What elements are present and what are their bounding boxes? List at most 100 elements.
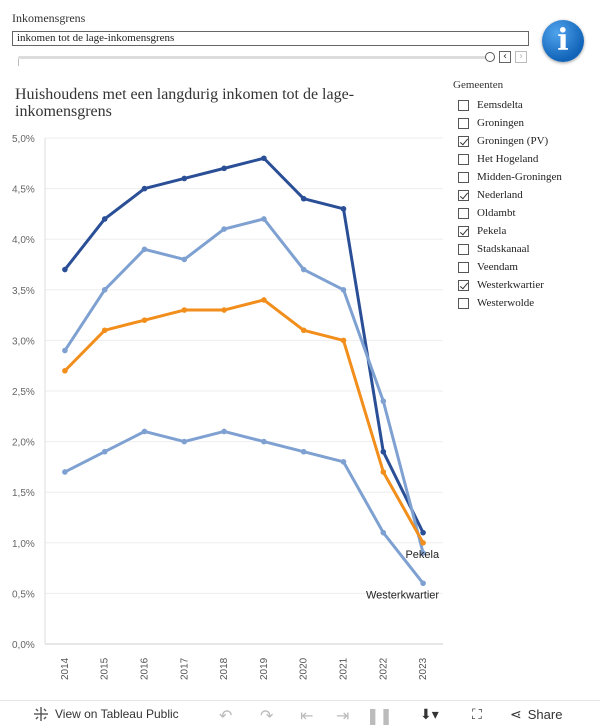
series-line	[63, 217, 425, 554]
chevron-right-icon[interactable]: ›	[515, 51, 527, 63]
legend-item[interactable]: Stadskanaal	[458, 240, 562, 258]
legend-checkbox[interactable]	[458, 225, 469, 237]
data-point	[62, 367, 68, 374]
share-button[interactable]: ⋖ Share	[510, 706, 562, 723]
data-point	[261, 297, 267, 303]
data-point	[101, 216, 108, 222]
legend-item[interactable]: Eemsdelta	[458, 96, 562, 114]
view-on-tableau-link[interactable]: View on Tableau Public	[33, 706, 179, 722]
legend-checkbox[interactable]	[458, 189, 469, 201]
y-tick-label: 3,5%	[12, 286, 35, 297]
tableau-footer: View on Tableau Public ↶ ↷ ⇤ ⇥ ❚❚ ⬇▾ ⛶ ⋖…	[0, 700, 600, 728]
legend-item-label: Groningen	[477, 117, 525, 129]
chart-title-line-1: Huishoudens met een langdurig inkomen to…	[15, 86, 355, 103]
legend-checkbox[interactable]	[458, 99, 469, 111]
y-tick-label: 1,0%	[12, 539, 35, 550]
series-line	[64, 429, 425, 585]
legend-title: Gemeenten	[453, 79, 504, 91]
chevron-left-icon[interactable]: ‹	[499, 51, 511, 63]
legend-item-label: Veendam	[477, 261, 518, 273]
fullscreen-icon[interactable]: ⛶	[472, 706, 482, 722]
x-tick-label: 2020	[299, 657, 310, 680]
data-point	[380, 448, 387, 455]
series-end-label: Pekela	[405, 549, 440, 561]
data-point	[181, 307, 188, 313]
y-tick-label: 1,5%	[12, 488, 35, 499]
data-point	[340, 459, 347, 465]
legend-item[interactable]: Veendam	[458, 258, 562, 276]
x-tick-label: 2021	[339, 657, 350, 680]
download-icon[interactable]: ⬇▾	[420, 706, 439, 722]
legend-item-label: Stadskanaal	[477, 243, 530, 255]
data-point	[261, 155, 267, 162]
y-tick-label: 4,0%	[12, 235, 35, 246]
x-tick-label: 2014	[60, 657, 71, 680]
legend-checkbox[interactable]	[458, 261, 469, 273]
data-point	[420, 550, 426, 556]
tableau-logo-icon	[34, 707, 48, 721]
y-tick-label: 2,5%	[12, 387, 35, 398]
data-point	[221, 226, 227, 232]
x-tick-label: 2022	[378, 657, 389, 680]
data-point	[62, 266, 68, 273]
data-point	[380, 529, 387, 536]
data-point	[141, 428, 148, 435]
data-point	[420, 580, 426, 587]
data-point	[261, 438, 267, 445]
redo-icon[interactable]: ↷	[260, 708, 274, 725]
legend-item[interactable]: Nederland	[458, 186, 562, 204]
x-tick-label: 2023	[418, 657, 429, 680]
legend-item[interactable]: Midden-Groningen	[458, 168, 562, 186]
data-point	[181, 175, 188, 182]
x-tick-label: 2018	[219, 657, 230, 680]
x-tick-label: 2017	[179, 657, 190, 680]
legend-item[interactable]: Groningen	[458, 114, 562, 132]
data-point	[300, 327, 307, 334]
legend-checkbox[interactable]	[458, 243, 469, 255]
info-icon[interactable]: i	[542, 20, 584, 62]
series-line	[63, 298, 425, 544]
filter-slider-track[interactable]	[18, 56, 490, 59]
legend-item[interactable]: Westerkwartier	[458, 276, 562, 294]
data-point	[300, 195, 307, 202]
filter-slider-thumb[interactable]	[485, 52, 495, 62]
data-point	[340, 337, 347, 344]
legend-item-label: Eemsdelta	[477, 99, 523, 111]
forward-icon[interactable]: ⇥	[336, 708, 350, 725]
filter-dropdown[interactable]: inkomen tot de lage-inkomensgrens	[12, 31, 529, 46]
legend-checkbox[interactable]	[458, 297, 469, 309]
pause-icon[interactable]: ❚❚	[366, 708, 393, 725]
undo-icon[interactable]: ↶	[219, 708, 233, 725]
revert-icon[interactable]: ⇤	[300, 708, 314, 725]
legend-item[interactable]: Oldambt	[458, 204, 562, 222]
data-point	[340, 287, 347, 293]
legend-item-label: Oldambt	[477, 207, 516, 219]
data-point	[221, 307, 227, 313]
legend-checkbox[interactable]	[458, 171, 469, 183]
legend-item[interactable]: Het Hogeland	[458, 150, 562, 168]
legend-checkbox[interactable]	[458, 207, 469, 219]
legend-item[interactable]: Groningen (PV)	[458, 132, 562, 150]
x-tick-label: 2016	[140, 657, 151, 680]
data-point	[380, 398, 387, 404]
data-point	[380, 469, 387, 475]
x-tick-label: 2015	[100, 657, 111, 680]
filter-slider-tick	[18, 59, 19, 66]
data-point	[420, 529, 426, 536]
y-tick-label: 4,5%	[12, 185, 35, 196]
legend-item[interactable]: Pekela	[458, 222, 562, 240]
view-on-tableau-label: View on Tableau Public	[55, 707, 179, 721]
share-label: Share	[527, 707, 563, 722]
data-point	[221, 428, 227, 435]
legend-checkbox[interactable]	[458, 279, 469, 291]
share-icon: ⋖	[510, 706, 522, 722]
legend-checkbox[interactable]	[458, 153, 469, 165]
legend-item-label: Nederland	[477, 189, 523, 201]
y-tick-label: 3,0%	[12, 336, 35, 347]
data-point	[261, 216, 267, 222]
data-point	[340, 206, 347, 212]
legend-item[interactable]: Westerwolde	[458, 294, 562, 312]
y-tick-label: 2,0%	[12, 438, 35, 449]
legend-checkbox[interactable]	[458, 135, 469, 147]
legend-checkbox[interactable]	[458, 117, 469, 129]
